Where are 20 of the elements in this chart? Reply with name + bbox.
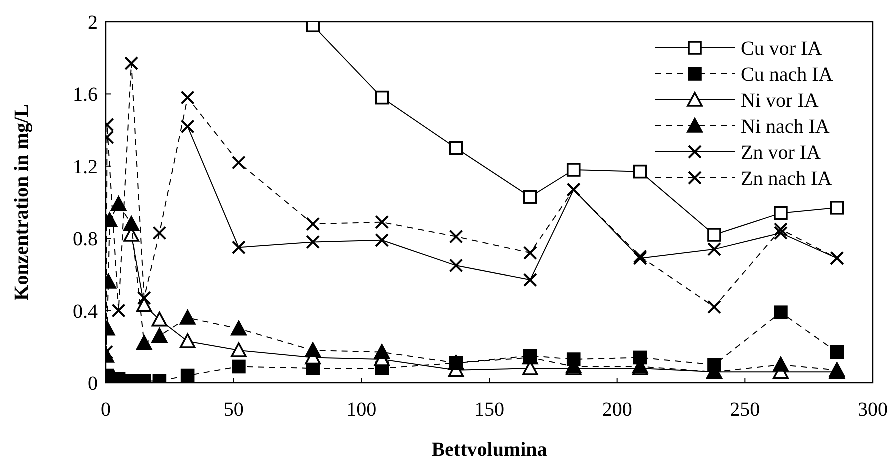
y-axis-title: Konzentration in mg/L [11,104,33,301]
legend-label: Ni nach IA [741,116,830,138]
x-tick-label: 300 [858,399,888,421]
y-tick-label: 1.6 [73,84,98,106]
legend-label: Zn nach IA [741,168,833,190]
x-tick-label: 200 [602,399,632,421]
legend-label: Cu nach IA [741,64,834,86]
legend-label: Cu vor IA [741,38,823,60]
x-axis-title: Bettvolumina [432,439,548,461]
x-tick-label: 250 [730,399,760,421]
y-tick-label: 2 [88,12,98,34]
y-tick-label: 0 [88,373,98,395]
legend-label: Ni vor IA [741,90,820,112]
y-tick-label: 0.8 [73,228,98,251]
x-tick-label: 100 [346,399,377,421]
x-tick-label: 150 [474,399,504,421]
legend-label: Zn vor IA [741,142,822,164]
x-tick-label: 50 [224,399,244,421]
y-tick-label: 1.2 [73,156,98,178]
y-tick-label: 0.4 [73,300,98,323]
